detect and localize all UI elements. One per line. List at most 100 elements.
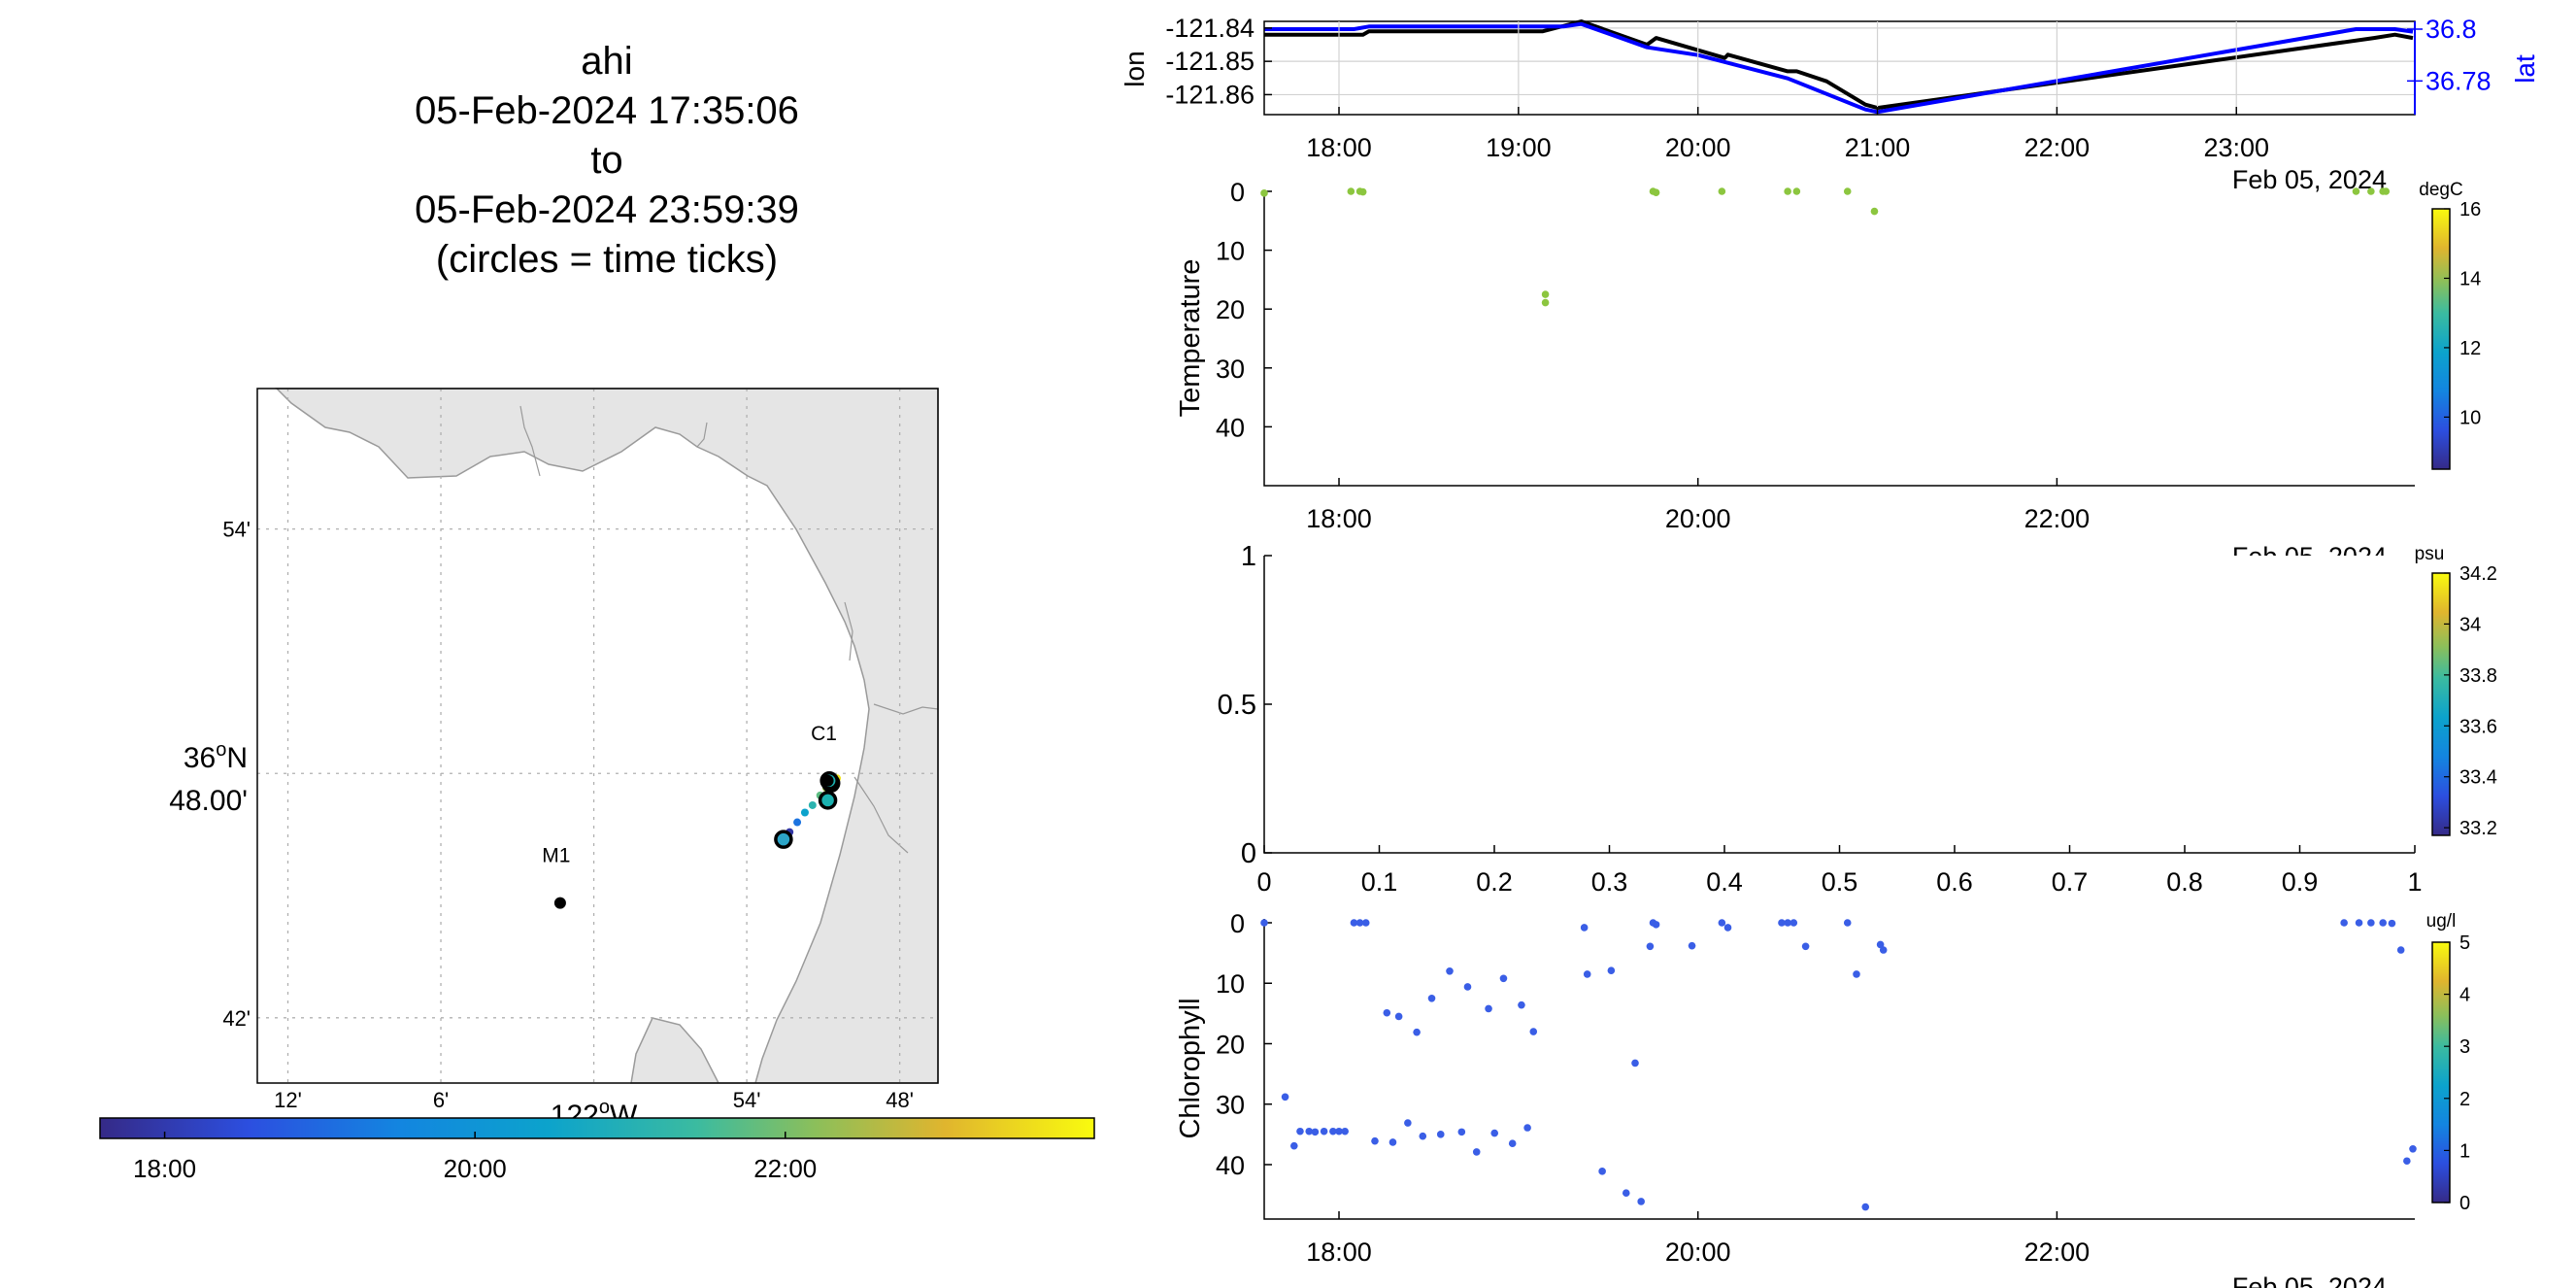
map-lat-tick-label: 42' [222, 1006, 251, 1031]
colorbar-tick-label: 3 [2459, 1036, 2470, 1058]
colorbar-tick-label: 20:00 [444, 1154, 507, 1183]
data-point [1463, 983, 1472, 991]
y-tick-label: 10 [1216, 969, 1245, 999]
figure-title: ahi 05-Feb-2024 17:35:06 to 05-Feb-2024 … [320, 37, 893, 285]
y-tick-label: 20 [1216, 1030, 1245, 1059]
data-point [1843, 919, 1852, 927]
data-point [1637, 1198, 1645, 1205]
data-point [2382, 187, 2391, 195]
y-tick-label: 1 [1241, 541, 1256, 572]
data-point [1320, 1127, 1328, 1135]
x-tick-label: 0.9 [2282, 867, 2319, 897]
map-lon-tick-label: 54' [733, 1088, 761, 1112]
salinity-panel: Feb 05, 2024 0 0.1 0.2 0.3 0.4 0.5 0.6 0.7 0.8 0.… [1218, 541, 2497, 897]
x-tick-label: 0.4 [1706, 867, 1743, 897]
lon-lat-panel: 18:00 19:00 20:00 21:00 22:00 23:00 -121.84 -12… [1120, 14, 2540, 194]
data-point [1419, 1132, 1427, 1140]
data-point [1541, 290, 1550, 298]
y-tick-label: 10 [1216, 237, 1245, 266]
data-point [1311, 1128, 1320, 1136]
title-line-name: ahi [581, 40, 633, 83]
data-point [1350, 919, 1358, 927]
colorbar-tick-label: 34.2 [2459, 563, 2497, 585]
x-tick-label: 21:00 [1845, 133, 1911, 162]
time-colorbar-gradient [99, 1117, 1095, 1139]
title-line-note: (circles = time ticks) [435, 238, 779, 281]
data-point [1499, 974, 1508, 983]
x-tick-label: 19:00 [1486, 133, 1552, 162]
data-point [1508, 1139, 1517, 1147]
colorbar-tick-label: 33.8 [2459, 665, 2497, 687]
chlorophyll-colorbar-unit: ug/l [2426, 911, 2457, 932]
y-tick-label: 0 [1241, 838, 1256, 869]
data-point [1518, 1000, 1525, 1009]
data-point [1355, 919, 1364, 927]
temperature-colorbar-unit: degC [2419, 180, 2462, 200]
y-tick-label: 40 [1216, 413, 1245, 442]
chlorophyll-colorbar-ticks: 5 4 3 2 1 0 [2444, 932, 2470, 1214]
title-line-end: 05-Feb-2024 23:59:39 [415, 188, 799, 231]
data-point [1413, 1028, 1421, 1036]
lon-lat-series [1264, 19, 2414, 115]
track-point [793, 818, 802, 827]
x-tick-label: 0.5 [1822, 867, 1858, 897]
y2-tick-label: 36.8 [2425, 15, 2477, 44]
map-lat-tick-label: 54' [222, 518, 251, 542]
colorbar-tick-label: 5 [2459, 932, 2470, 954]
data-point [1281, 1093, 1289, 1102]
x-tick-label: 22:00 [2024, 504, 2091, 533]
data-point [1790, 919, 1798, 927]
lat-series-line [1264, 21, 2414, 115]
data-point [1404, 1119, 1412, 1127]
x-tick-label: 23:00 [2203, 133, 2269, 162]
station-marker-c1 [821, 774, 834, 787]
chlorophyll-points [1260, 919, 2417, 1211]
data-point [2352, 187, 2360, 195]
station-markers: C1 M1 [542, 723, 837, 909]
lat-axis-label: lat [2510, 54, 2540, 84]
data-point [1801, 942, 1810, 951]
data-point [1290, 1141, 1298, 1150]
data-point [2403, 1157, 2411, 1166]
map-lon-tick-label: 48' [886, 1088, 914, 1112]
x-tick-label: 0.2 [1476, 867, 1513, 897]
degree-sign: o [216, 739, 226, 761]
degree-sign: o [599, 1097, 610, 1118]
temperature-axis-label: Temperature [1175, 259, 1206, 418]
chlorophyll-ticks: 18:00 20:00 22:00 0 10 20 30 40 [1216, 909, 2090, 1267]
y-tick-label: -121.85 [1165, 47, 1255, 76]
data-point [1870, 207, 1879, 216]
data-point [1472, 1148, 1481, 1156]
colorbar-tick-label: 14 [2459, 268, 2481, 289]
salinity-colorbar-unit: psu [2415, 544, 2445, 564]
data-point [1305, 1127, 1314, 1135]
chlorophyll-colorbar [2431, 941, 2451, 1203]
data-point [2367, 919, 2375, 927]
y-tick-label: -121.84 [1165, 14, 1255, 43]
data-point [1341, 1127, 1349, 1135]
data-point [1529, 1028, 1538, 1035]
map-border [256, 388, 939, 1084]
data-point [1631, 1059, 1639, 1068]
river-line [519, 405, 541, 477]
date-label: Feb 05, 2024 [2232, 165, 2387, 194]
hemisphere-label: N [226, 742, 248, 774]
data-point [1371, 1136, 1379, 1145]
y-tick-label: 30 [1216, 1091, 1245, 1120]
data-point [2355, 919, 2363, 927]
data-point [1792, 187, 1801, 195]
temperature-colorbar [2431, 208, 2451, 470]
data-point [1718, 187, 1726, 195]
map-graticule [257, 389, 938, 1083]
data-point [1485, 1004, 1492, 1013]
date-label: Feb 05, 2024 [2232, 1272, 2387, 1288]
colorbar-tick-label: 4 [2459, 985, 2470, 1006]
x-tick-label: 20:00 [1665, 133, 1731, 162]
colorbar-tick-label: 18:00 [133, 1154, 196, 1183]
x-tick-label: 0.6 [1936, 867, 1973, 897]
data-point [1652, 188, 1660, 197]
